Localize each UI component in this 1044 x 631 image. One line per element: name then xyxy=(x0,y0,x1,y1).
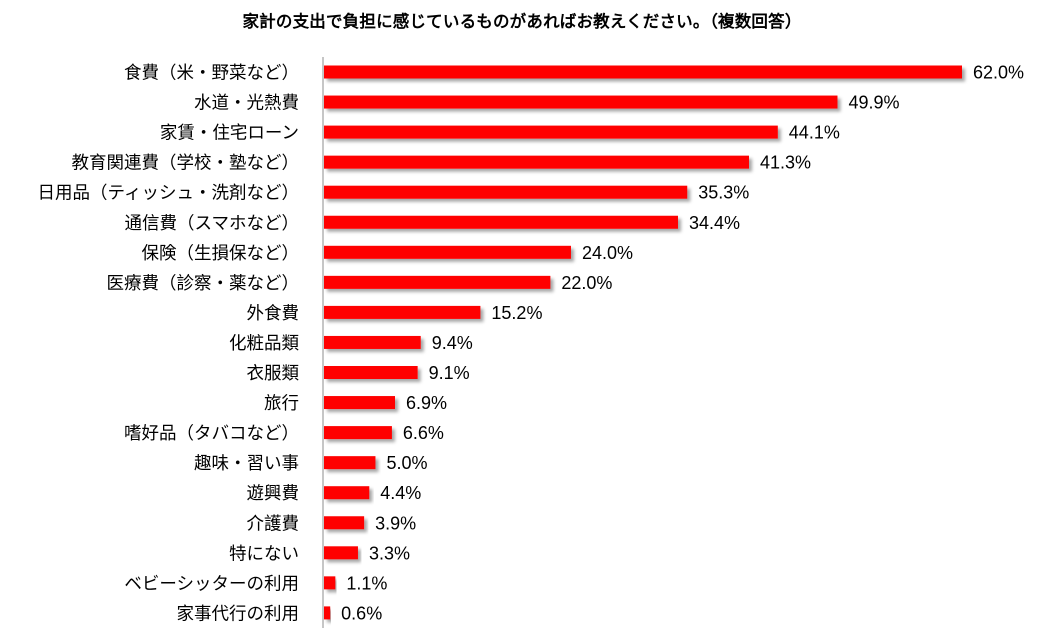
category-label: 旅行 xyxy=(264,394,299,414)
bar xyxy=(324,275,551,289)
bar xyxy=(324,606,331,620)
bar xyxy=(324,95,838,109)
value-label: 41.3% xyxy=(760,153,811,173)
value-label: 4.4% xyxy=(380,483,421,503)
chart-title: 家計の支出で負担に感じているものがあればお教えください。（複数回答） xyxy=(242,12,802,31)
category-label: 特にない xyxy=(229,544,299,564)
category-label: 衣服類 xyxy=(247,364,300,384)
value-label: 3.9% xyxy=(375,513,416,533)
bar xyxy=(324,366,418,379)
value-label: 1.1% xyxy=(346,573,387,593)
value-label: 9.4% xyxy=(432,333,473,353)
value-label: 3.3% xyxy=(369,543,410,563)
bar xyxy=(324,245,571,259)
value-label: 49.9% xyxy=(848,93,899,113)
bar xyxy=(324,185,688,199)
value-label: 0.6% xyxy=(341,603,382,623)
value-label: 9.1% xyxy=(429,363,470,383)
category-label: 家賃・住宅ローン xyxy=(160,124,299,144)
category-label: 日用品（ティッシュ・洗剤など） xyxy=(38,184,299,204)
value-label: 44.1% xyxy=(789,123,840,143)
bar xyxy=(324,546,358,560)
bar xyxy=(324,426,392,440)
bar xyxy=(324,215,678,229)
category-label: 遊興費 xyxy=(247,484,300,504)
value-label: 6.6% xyxy=(403,423,444,443)
value-label: 22.0% xyxy=(561,273,612,293)
category-label: 趣味・習い事 xyxy=(194,454,299,474)
category-label: 教育関連費（学校・塾など） xyxy=(72,153,300,174)
bar xyxy=(324,155,749,169)
category-label: 嗜好品（タバコなど） xyxy=(124,424,299,444)
bar xyxy=(324,65,962,79)
category-label: 水道・光熱費 xyxy=(194,94,299,114)
category-label: 通信費（スマホなど） xyxy=(125,214,299,234)
category-label: 家事代行の利用 xyxy=(177,604,300,624)
value-label: 34.4% xyxy=(689,213,740,233)
bar xyxy=(324,335,421,349)
category-label: 保険（生損保など） xyxy=(142,244,300,264)
bar xyxy=(324,456,376,470)
category-label: 外食費 xyxy=(247,304,300,324)
bars-group: 食費（米・野菜など） 62.0% 水道・光熱費 49.9% 家賃・住宅ローン 44.1% 教… xyxy=(38,63,1025,625)
value-label: 5.0% xyxy=(386,453,427,473)
value-label: 35.3% xyxy=(698,183,749,203)
value-label: 24.0% xyxy=(582,243,633,263)
value-label: 15.2% xyxy=(491,303,542,323)
bar xyxy=(324,396,396,410)
bar xyxy=(324,486,370,500)
bar xyxy=(324,516,365,530)
category-label: ベビーシッターの利用 xyxy=(124,574,299,594)
bar xyxy=(324,125,778,139)
category-label: 介護費 xyxy=(247,514,300,534)
bar xyxy=(324,305,481,319)
category-label: 食費（米・野菜など） xyxy=(124,64,299,84)
category-label: 化粧品類 xyxy=(229,334,299,354)
bar xyxy=(324,576,336,590)
category-label: 医療費（診察・薬など） xyxy=(107,274,300,294)
value-label: 6.9% xyxy=(406,393,447,413)
value-label: 62.0% xyxy=(973,63,1024,83)
